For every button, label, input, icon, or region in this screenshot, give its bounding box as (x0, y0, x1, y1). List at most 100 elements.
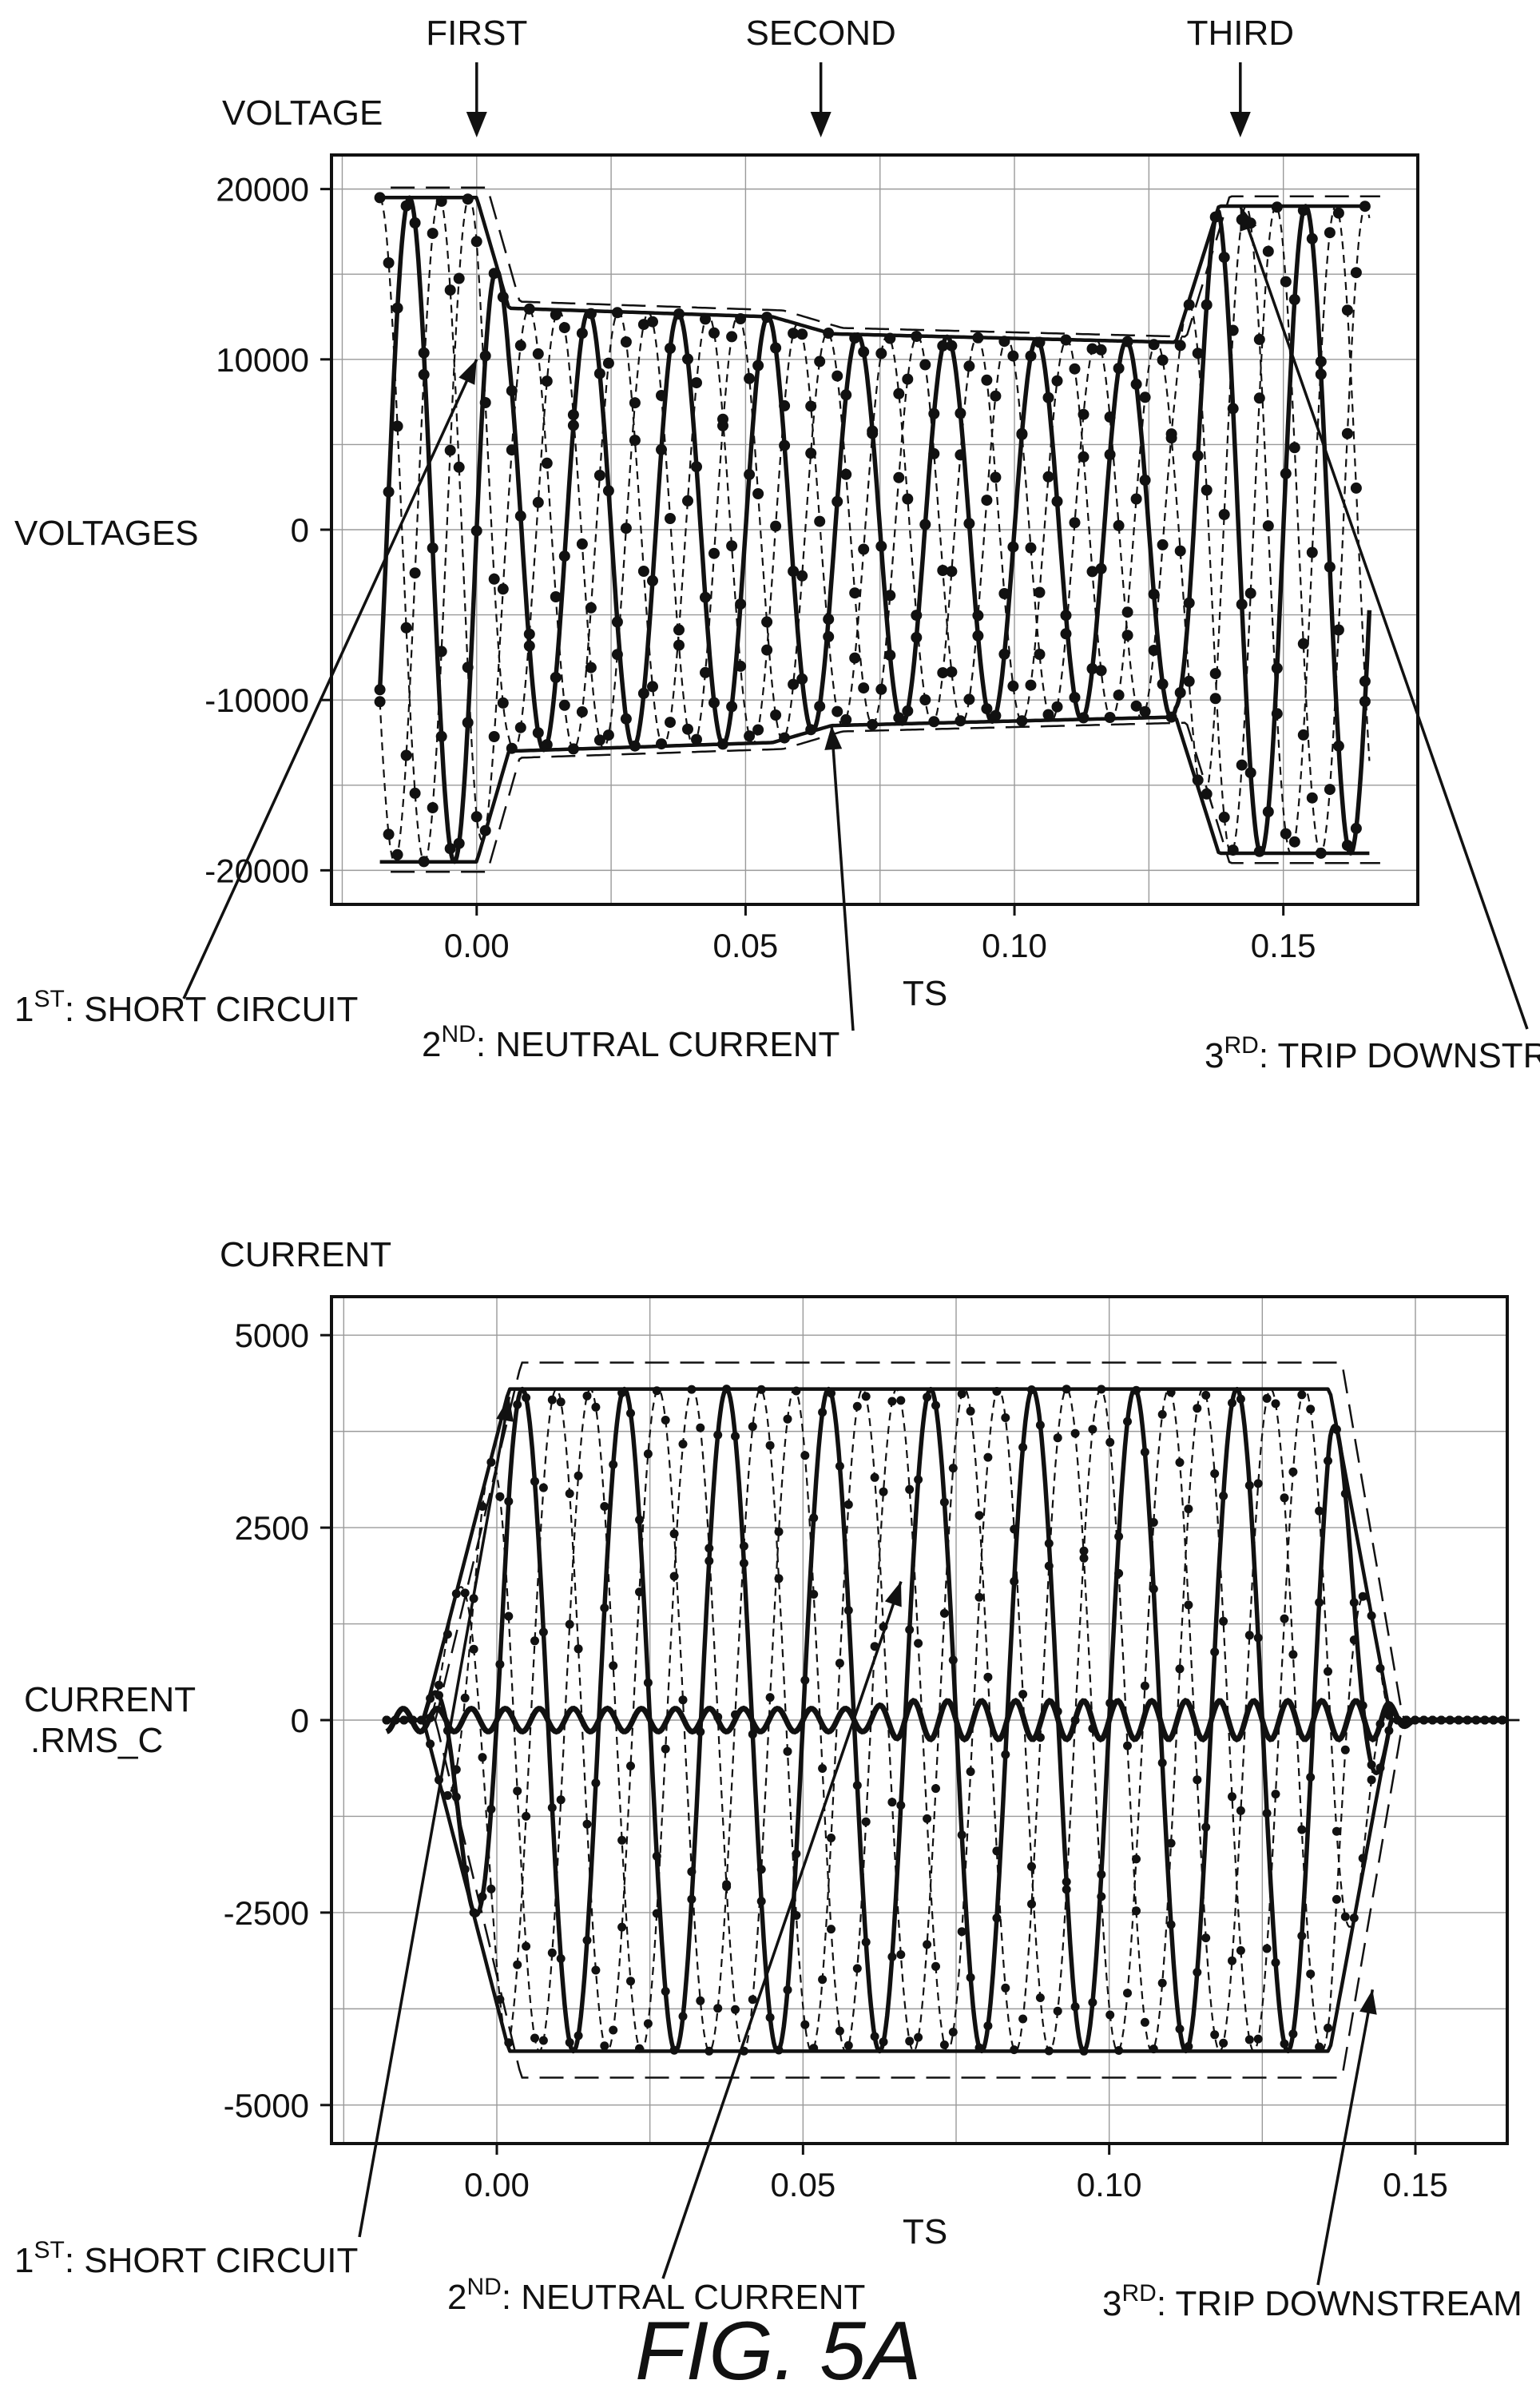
voltage-phase-c-point (400, 749, 412, 761)
voltage-phase-b-point (796, 570, 808, 582)
voltage-phase-c-point (946, 566, 958, 578)
current-phase-b-point (609, 1661, 618, 1671)
voltage-phase-b-point (1025, 542, 1037, 554)
current-phase-b-point (1175, 1664, 1185, 1674)
current-phase-c-point (896, 1950, 906, 1959)
current-phase-a-point (713, 1430, 723, 1440)
voltage-phase-c-point (593, 470, 605, 481)
voltage-phase-c-point (1113, 689, 1125, 701)
voltage-phase-b-point (1350, 267, 1362, 279)
current-phase-a-point (1315, 1598, 1324, 1607)
current-annotation-2-leader (661, 1580, 903, 2279)
voltage-phase-c-point (1139, 391, 1151, 403)
current-phase-b-point (678, 1440, 688, 1448)
current-phase-c-point (1244, 1631, 1254, 1640)
current-phase-b-point (923, 1814, 932, 1823)
current-phase-c-point (774, 1574, 784, 1583)
voltage-phase-b-point (409, 787, 421, 799)
voltage-phase-a-point (462, 717, 474, 729)
voltage-phase-b-point (752, 488, 764, 499)
voltage-phase-b-point (919, 359, 931, 371)
voltage-phase-c-point (444, 284, 456, 296)
event-marker-label: SECOND (746, 14, 896, 53)
voltage-phase-b-point (550, 309, 562, 320)
current-phase-a-point (522, 1393, 531, 1402)
current-phase-a-point (504, 1496, 514, 1506)
voltage-series-group (374, 186, 1380, 873)
voltage-phase-c-point (998, 588, 1010, 599)
voltage-phase-c-point (902, 493, 914, 505)
voltage-phase-b-point (1121, 630, 1133, 642)
current-phase-a-point (1166, 1920, 1176, 1929)
voltage-phase-c-point (858, 543, 870, 555)
current-y-axis-label-line1: CURRENT (24, 1680, 196, 1719)
current-phase-b-point (966, 1767, 975, 1776)
voltage-phase-b-point (1244, 587, 1256, 599)
voltage-phase-b-point (541, 375, 553, 387)
current-phase-b-point (1288, 1467, 1298, 1476)
voltage-phase-b-point (427, 802, 439, 813)
voltage-phase-b-point (444, 444, 456, 456)
current-phase-c-point (827, 1834, 835, 1842)
voltage-phase-c-point (1165, 432, 1177, 444)
voltage-phase-b-point (1192, 348, 1204, 360)
current-phase-b-point (1219, 1616, 1228, 1626)
voltage-phase-b-point (1113, 519, 1125, 531)
current-phase-a-point (843, 1606, 853, 1615)
current-plot-frame (330, 1295, 1509, 2145)
voltage-phase-a-point (682, 353, 693, 365)
voltage-phase-a-point (796, 673, 808, 685)
voltage-phase-b-point (611, 649, 623, 661)
current-phase-b-point (504, 1611, 514, 1621)
voltage-phase-b-point (1332, 624, 1344, 636)
current-phase-c-point (635, 1587, 644, 1597)
current-phase-c-point (669, 1529, 679, 1539)
current-phase-b-point (600, 1502, 609, 1511)
voltage-phase-a-point (1148, 588, 1160, 600)
voltage-phase-c-point (576, 706, 588, 717)
voltage-phase-a-point (832, 495, 843, 507)
current-phase-a-point (1193, 1968, 1202, 1977)
voltage-phase-a-point (1174, 687, 1186, 698)
current-phase-b-point (783, 1414, 792, 1424)
voltage-phase-a-point (1288, 294, 1300, 305)
voltage-phase-b-point (1306, 792, 1318, 804)
current-phase-c-point (1340, 1745, 1350, 1754)
current-annotation-2-arrowhead (884, 1581, 902, 1607)
current-phase-c-point (914, 2032, 923, 2042)
current-phase-c-point (1219, 2038, 1228, 2048)
voltage-x-ticks: 0.00 0.05 0.10 0.15 (444, 904, 1316, 964)
current-phase-c-point (870, 1472, 879, 1482)
current-phase-b-point (513, 1786, 522, 1796)
current-phase-b-point (1010, 1524, 1019, 1534)
current-phase-b-point (530, 2033, 539, 2043)
voltage-phase-a-point (1157, 678, 1169, 690)
current-phase-a-point (1070, 2002, 1080, 2012)
voltage-phase-c-point (805, 400, 817, 412)
voltage-y-tick-label: -10000 (204, 681, 309, 719)
current-phase-c-point (1027, 1899, 1036, 1909)
voltage-phase-b-point (682, 723, 693, 735)
current-phase-a-point (1253, 1633, 1263, 1643)
voltage-phase-c-point (1007, 680, 1019, 692)
current-phase-c-point (626, 1761, 635, 1770)
current-phase-a-point (661, 1987, 670, 1996)
voltage-annotation-2-arrowhead (824, 725, 843, 750)
current-phase-a-point (1271, 1958, 1280, 1967)
voltage-annotations: 1ST: SHORT CIRCUIT 2ND: NEUTRAL CURRENT 3R… (14, 205, 1540, 1075)
current-phase-a-point (1349, 1598, 1359, 1607)
current-phase-a-point (896, 1801, 906, 1810)
current-phase-a-point (435, 1691, 443, 1700)
current-phase-a-point (1097, 1870, 1106, 1879)
current-phase-a-point (905, 1625, 915, 1635)
current-phase-c-point (661, 1416, 670, 1425)
current-annotation-1-arrowhead (496, 1397, 514, 1422)
current-annotation-1-leader (358, 1396, 511, 2238)
current-phase-c-point (547, 1395, 557, 1405)
voltage-phase-a-point (937, 340, 949, 352)
current-phase-a-point (931, 1401, 940, 1410)
voltage-phase-c-point (1306, 546, 1318, 558)
voltage-phase-b-point (972, 610, 984, 622)
current-phase-a-point (1288, 2029, 1298, 2039)
voltage-envelope-outer-lower (391, 721, 1380, 873)
